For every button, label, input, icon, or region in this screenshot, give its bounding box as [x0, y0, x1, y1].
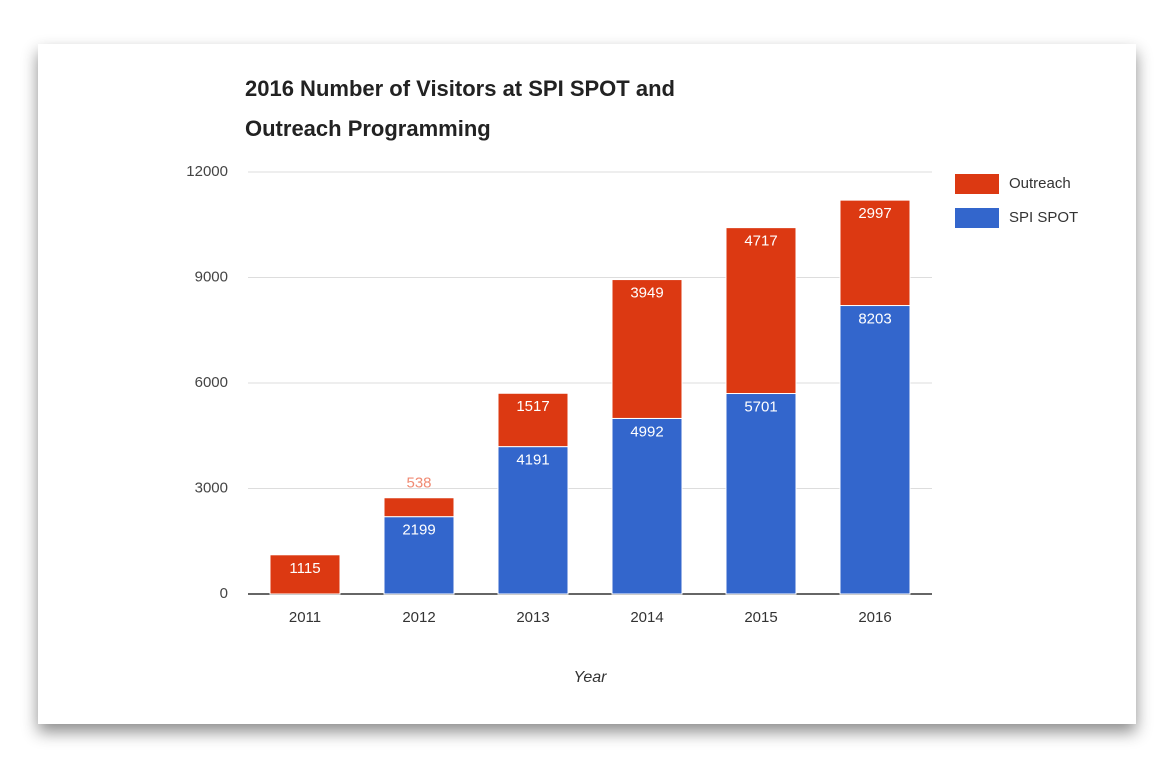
- data-label: 538: [406, 475, 431, 492]
- bar-segment: [725, 393, 797, 595]
- bar-segment: [611, 279, 683, 419]
- x-tick-label: 2011: [289, 609, 321, 626]
- bar-segment: [383, 516, 455, 595]
- data-label: 8203: [858, 310, 891, 327]
- x-tick-label: 2012: [402, 609, 435, 626]
- legend-label: SPI SPOT: [1009, 209, 1078, 226]
- legend-swatch: [955, 208, 999, 228]
- bar-segment: [839, 305, 911, 595]
- data-label: 1517: [516, 398, 549, 415]
- legend-label: Outreach: [1009, 175, 1071, 192]
- y-tick-label: 0: [220, 585, 228, 602]
- y-tick-label: 12000: [186, 163, 228, 180]
- data-label: 3949: [630, 285, 663, 302]
- data-label: 2199: [402, 522, 435, 539]
- card: [38, 44, 1136, 724]
- bar-segment: [383, 497, 455, 518]
- x-tick-label: 2014: [630, 609, 663, 626]
- y-tick-label: 6000: [195, 374, 228, 391]
- bar-segment: [725, 227, 797, 395]
- legend-swatch: [955, 174, 999, 194]
- x-tick-label: 2016: [858, 609, 891, 626]
- bar-segment: [839, 199, 911, 307]
- bar-segment: [497, 446, 569, 595]
- chart-title: Outreach Programming: [245, 116, 491, 141]
- x-tick-label: 2015: [744, 609, 777, 626]
- data-label: 1115: [289, 560, 320, 577]
- data-label: 2997: [858, 205, 891, 222]
- bar-segment: [497, 392, 569, 448]
- x-tick-label: 2013: [516, 609, 549, 626]
- data-label: 4717: [744, 233, 777, 250]
- data-label: 4992: [630, 423, 663, 440]
- bar-segment: [269, 554, 341, 595]
- y-tick-label: 9000: [195, 268, 228, 285]
- y-tick-label: 3000: [195, 479, 228, 496]
- data-label: 4191: [516, 452, 549, 469]
- x-axis-label: Year: [574, 669, 608, 686]
- data-label: 5701: [744, 398, 777, 415]
- bar-segment: [611, 417, 683, 595]
- chart-title: 2016 Number of Visitors at SPI SPOT and: [245, 76, 675, 101]
